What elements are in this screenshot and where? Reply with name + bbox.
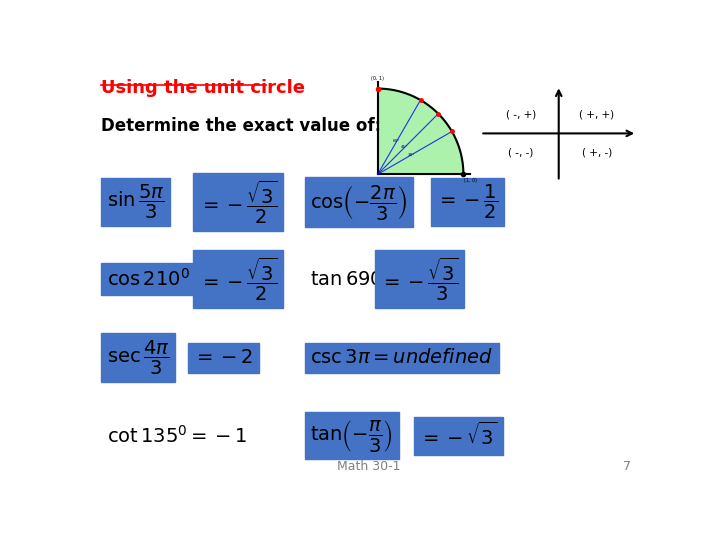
Text: $\tan\!\left(-\dfrac{\pi}{3}\right)$: $\tan\!\left(-\dfrac{\pi}{3}\right)$: [310, 418, 393, 454]
Text: $\cos\!\left(-\dfrac{2\pi}{3}\right)$: $\cos\!\left(-\dfrac{2\pi}{3}\right)$: [310, 183, 408, 221]
Text: Using the unit circle: Using the unit circle: [101, 79, 305, 97]
Text: $= -\dfrac{\sqrt{3}}{2}$: $= -\dfrac{\sqrt{3}}{2}$: [199, 255, 277, 302]
Text: $= -\dfrac{\sqrt{3}}{3}$: $= -\dfrac{\sqrt{3}}{3}$: [380, 255, 459, 302]
Text: $\cot 135^{0} = -1$: $\cot 135^{0} = -1$: [107, 425, 248, 447]
Text: Determine the exact value of:: Determine the exact value of:: [101, 117, 382, 135]
Text: $\sec\dfrac{4\pi}{3}$: $\sec\dfrac{4\pi}{3}$: [107, 339, 169, 377]
Text: 7: 7: [624, 460, 631, 473]
Text: $\cos 210^{0}$: $\cos 210^{0}$: [107, 268, 190, 290]
Text: $\sin\dfrac{5\pi}{3}$: $\sin\dfrac{5\pi}{3}$: [107, 183, 164, 221]
Text: $= -\dfrac{1}{2}$: $= -\dfrac{1}{2}$: [436, 183, 498, 221]
Text: $\csc 3\pi = \mathit{undefined}$: $\csc 3\pi = \mathit{undefined}$: [310, 348, 493, 367]
Text: $\tan 690^{0}$: $\tan 690^{0}$: [310, 268, 392, 290]
Text: $= -\sqrt{3}$: $= -\sqrt{3}$: [419, 422, 498, 449]
Text: Math 30-1: Math 30-1: [337, 460, 401, 473]
Text: $= -2$: $= -2$: [193, 348, 253, 367]
Text: $= -\dfrac{\sqrt{3}}{2}$: $= -\dfrac{\sqrt{3}}{2}$: [199, 178, 277, 226]
